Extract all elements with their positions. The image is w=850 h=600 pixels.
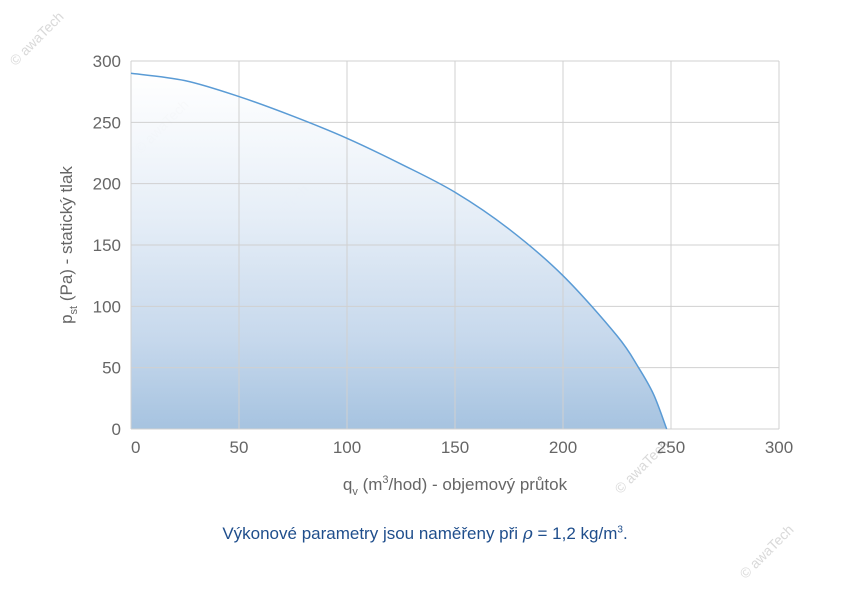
y-tick-label: 150 [93, 236, 121, 255]
y-tick-label: 50 [102, 359, 121, 378]
x-tick-label: 50 [230, 438, 249, 457]
x-tick-label: 0 [131, 438, 140, 457]
x-axis-label: qv (m3/hod) - objemový průtok [343, 474, 568, 498]
x-tick-label: 250 [657, 438, 685, 457]
y-tick-label: 200 [93, 175, 121, 194]
x-tick-label: 200 [549, 438, 577, 457]
series-line [130, 72, 668, 430]
y-tick-label: 300 [93, 52, 121, 71]
y-tick-label: 100 [93, 297, 121, 316]
watermark-text: © awaTech [6, 8, 66, 68]
x-tick-label: 150 [441, 438, 469, 457]
x-axis-ticks: 0 50 100 150 200 250 300 [131, 438, 793, 457]
measurement-caption: Výkonové parametry jsou naměřeny při ρ =… [222, 524, 628, 544]
x-tick-label: 100 [333, 438, 361, 457]
y-tick-label: 0 [112, 420, 121, 439]
y-axis-ticks: 0 50 100 150 200 250 300 [93, 52, 121, 439]
y-tick-label: 250 [93, 113, 121, 132]
grid-lines [130, 60, 780, 430]
series-area-fill [131, 73, 667, 430]
x-tick-label: 300 [765, 438, 793, 457]
y-axis-label: pst (Pa) - statický tlak [57, 166, 80, 324]
